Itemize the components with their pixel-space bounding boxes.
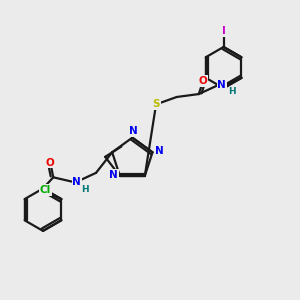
Text: N: N — [73, 177, 81, 187]
Text: N: N — [154, 146, 163, 156]
Text: O: O — [199, 76, 208, 86]
Text: N: N — [218, 80, 226, 90]
Text: H: H — [228, 87, 236, 96]
Text: N: N — [128, 126, 137, 136]
Text: I: I — [222, 26, 226, 36]
Text: H: H — [81, 184, 88, 194]
Text: O: O — [46, 158, 55, 168]
Text: N: N — [109, 169, 118, 179]
Text: S: S — [152, 99, 160, 110]
Text: Cl: Cl — [40, 185, 51, 195]
